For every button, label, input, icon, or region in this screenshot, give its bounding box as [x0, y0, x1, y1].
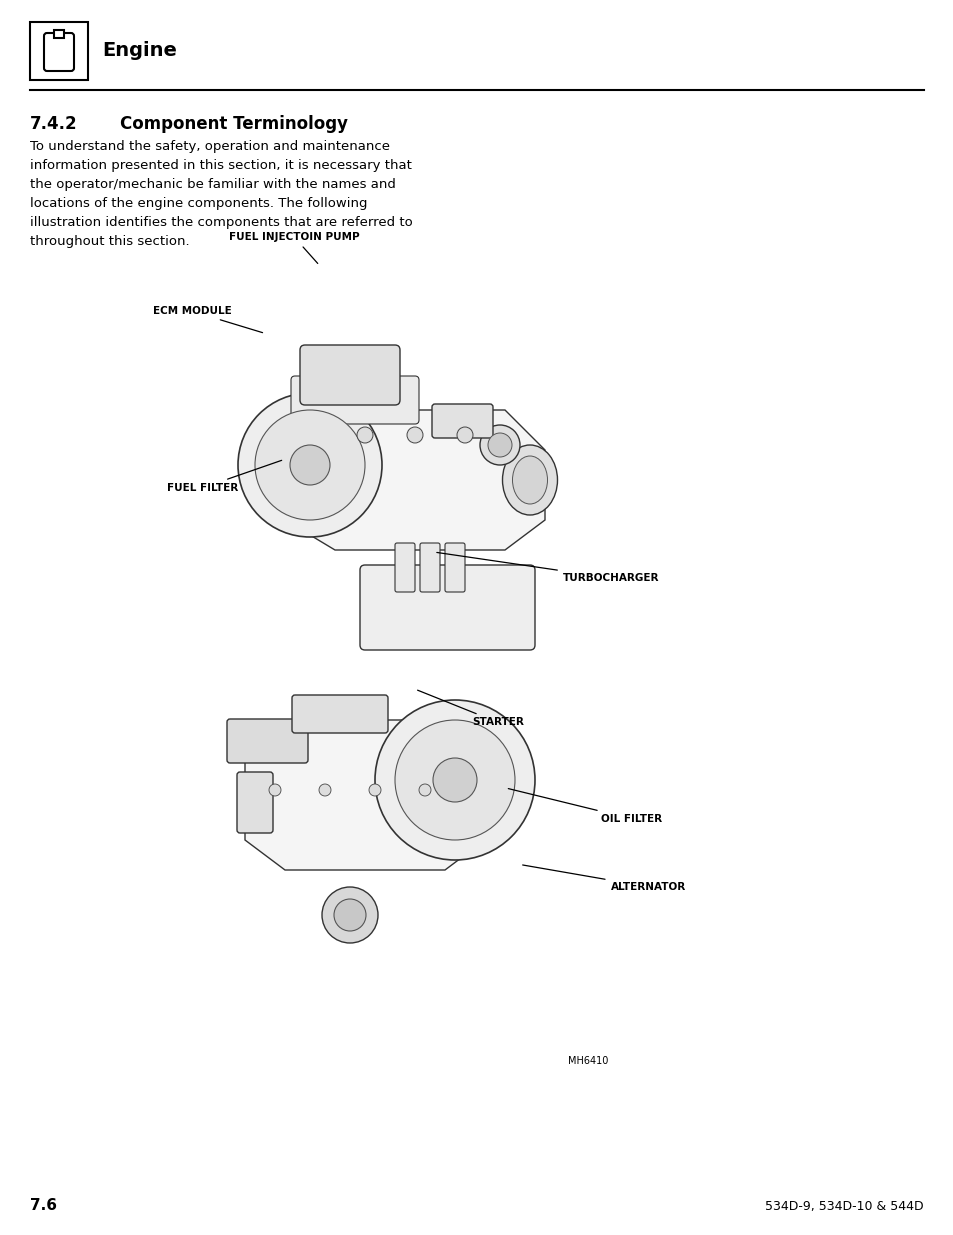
Circle shape	[369, 784, 380, 797]
Text: ECM MODULE: ECM MODULE	[152, 306, 262, 332]
Text: 7.6: 7.6	[30, 1198, 57, 1213]
Text: 534D-9, 534D-10 & 544D: 534D-9, 534D-10 & 544D	[764, 1200, 923, 1213]
FancyBboxPatch shape	[444, 543, 464, 592]
Ellipse shape	[512, 456, 547, 504]
Circle shape	[418, 784, 431, 797]
Circle shape	[456, 427, 473, 443]
Polygon shape	[245, 720, 484, 869]
Circle shape	[479, 425, 519, 466]
FancyBboxPatch shape	[395, 543, 415, 592]
Text: STARTER: STARTER	[417, 690, 523, 727]
FancyBboxPatch shape	[54, 30, 64, 38]
FancyBboxPatch shape	[432, 404, 493, 438]
Text: information presented in this section, it is necessary that: information presented in this section, i…	[30, 159, 412, 172]
Text: FUEL FILTER: FUEL FILTER	[167, 461, 281, 493]
Text: To understand the safety, operation and maintenance: To understand the safety, operation and …	[30, 140, 390, 153]
FancyBboxPatch shape	[291, 375, 418, 424]
Text: illustration identifies the components that are referred to: illustration identifies the components t…	[30, 216, 413, 228]
Text: FUEL INJECTOIN PUMP: FUEL INJECTOIN PUMP	[229, 232, 359, 263]
Circle shape	[356, 427, 373, 443]
FancyBboxPatch shape	[227, 719, 308, 763]
FancyBboxPatch shape	[236, 772, 273, 832]
Polygon shape	[285, 410, 544, 550]
Circle shape	[488, 433, 512, 457]
FancyBboxPatch shape	[299, 345, 399, 405]
Circle shape	[290, 445, 330, 485]
Circle shape	[269, 784, 281, 797]
Circle shape	[375, 700, 535, 860]
Circle shape	[318, 784, 331, 797]
Circle shape	[334, 899, 366, 931]
Text: Component Terminology: Component Terminology	[120, 115, 348, 133]
Text: throughout this section.: throughout this section.	[30, 235, 190, 248]
Text: Engine: Engine	[102, 42, 176, 61]
Circle shape	[433, 758, 476, 802]
Circle shape	[237, 393, 381, 537]
Circle shape	[254, 410, 365, 520]
Text: 7.4.2: 7.4.2	[30, 115, 77, 133]
Circle shape	[407, 427, 422, 443]
Ellipse shape	[502, 445, 557, 515]
FancyBboxPatch shape	[292, 695, 388, 734]
Text: the operator/mechanic be familiar with the names and: the operator/mechanic be familiar with t…	[30, 178, 395, 191]
Text: MH6410: MH6410	[567, 1056, 607, 1066]
FancyBboxPatch shape	[30, 22, 88, 80]
FancyBboxPatch shape	[419, 543, 439, 592]
Circle shape	[395, 720, 515, 840]
Text: ALTERNATOR: ALTERNATOR	[522, 864, 685, 892]
Text: OIL FILTER: OIL FILTER	[508, 789, 661, 824]
Text: TURBOCHARGER: TURBOCHARGER	[436, 552, 659, 583]
FancyBboxPatch shape	[359, 564, 535, 650]
FancyBboxPatch shape	[44, 33, 74, 70]
Text: locations of the engine components. The following: locations of the engine components. The …	[30, 198, 367, 210]
Circle shape	[322, 887, 377, 944]
